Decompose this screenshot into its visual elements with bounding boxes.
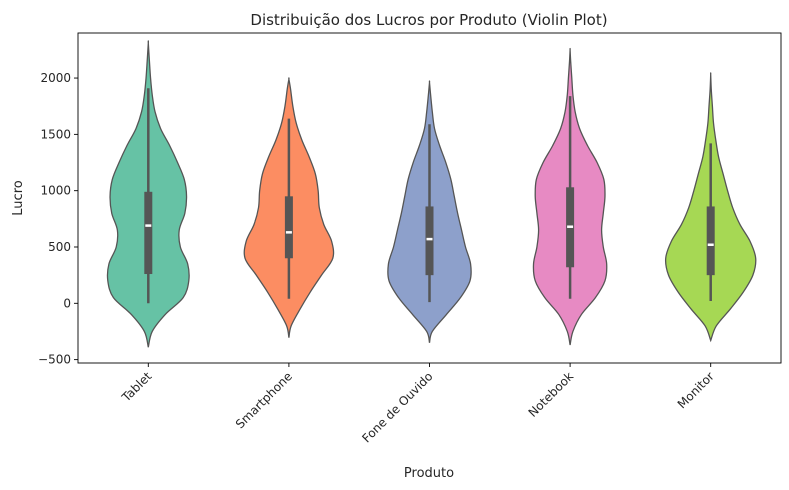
x-tick-label: Fone de Ouvido — [359, 369, 435, 445]
violin-iqr-box — [144, 191, 153, 275]
violin-iqr-box — [284, 196, 293, 259]
violin-iqr-box — [706, 206, 715, 276]
x-tick-label: Tablet — [119, 369, 155, 405]
x-tick-label: Monitor — [675, 369, 717, 411]
y-tick-label: 1000 — [40, 184, 71, 198]
x-axis: Tablet Smartphone Fone de Ouvido Notebook Mo… — [119, 363, 717, 446]
violin-iqr-box — [425, 206, 434, 276]
y-axis-label: Lucro — [11, 180, 26, 215]
y-axis: −500 0 500 1000 1500 2000 — [38, 71, 78, 367]
y-tick-label: −500 — [38, 353, 71, 367]
violins — [106, 40, 757, 348]
y-tick-label: 0 — [63, 296, 71, 310]
x-axis-label: Produto — [404, 466, 454, 481]
x-tick-label: Notebook — [526, 369, 577, 420]
chart-title: Distribuição dos Lucros por Produto (Vio… — [250, 11, 607, 29]
y-tick-label: 500 — [48, 240, 71, 254]
y-tick-label: 2000 — [40, 71, 71, 85]
y-tick-label: 1500 — [40, 127, 71, 141]
x-tick-label: Smartphone — [233, 369, 295, 431]
